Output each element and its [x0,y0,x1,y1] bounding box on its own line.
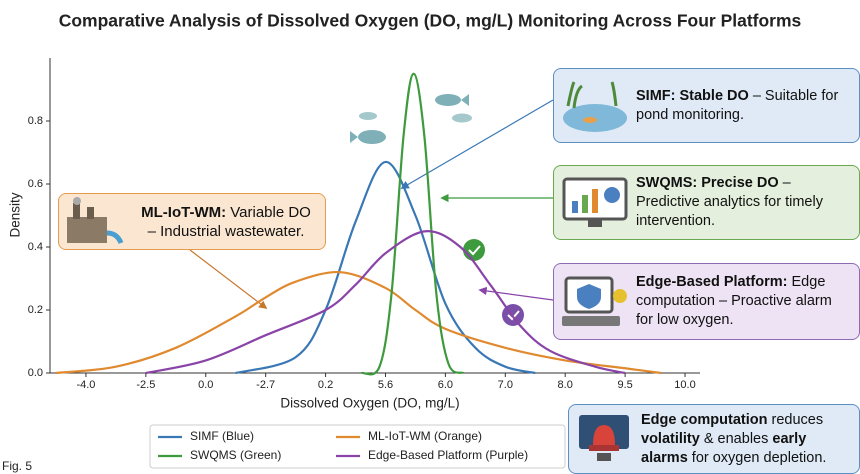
x-tick-label: 7.0 [498,379,513,391]
annotation-run: – Predictive analytics for timely interv… [636,175,823,229]
x-axis-label: Dissolved Oxygen (DO, mg/L) [280,396,459,411]
legend-label: SIMF (Blue) [190,429,254,443]
annotation-run: volatility [641,430,700,447]
alarm-icon [579,415,629,461]
annotation-run: early alarms [641,430,807,466]
annotation-run: for oxygen depletion. [687,449,827,466]
x-tick-label: 0.2 [318,379,333,391]
annotation-run: SIMF: Stable DO [636,87,749,104]
check-badge [507,310,520,321]
annotation-box: SWQMS: Precise DO – Predictive analytics… [553,165,860,240]
x-tick-label: -2.5 [136,379,155,391]
density-line [235,160,536,375]
x-tick-label: 5.6 [378,379,393,391]
annotation-run: reduces [767,411,824,428]
check-badge [463,239,485,261]
annotation-run: & enables [699,430,773,447]
computer-icon [562,276,627,326]
y-tick-label: 0.8 [28,115,43,127]
y-axis-label: Density [8,192,23,237]
arrow [478,286,554,301]
density-line [361,72,464,376]
annotation-text: ML-IoT-WM: Variable DO – Industrial wast… [135,203,317,241]
x-tick-label: 9.5 [617,379,632,391]
annotation-text: SIMF: Stable DO – Suitable for pond moni… [636,87,851,125]
annotation-run: ML-IoT-WM: [141,203,227,221]
x-tick-label: 0.0 [198,379,213,391]
annotation-run: Variable DO – Industrial wastewater. [147,203,311,240]
fish-icons [350,94,472,144]
y-tick-label: 0.4 [28,241,43,253]
annotation-text: Edge computation reduces volatility & en… [641,411,851,468]
density-line [55,271,662,375]
density-line [145,230,626,375]
annotation-run: – Suitable for pond monitoring. [636,87,839,123]
y-tick-label: 0.6 [28,178,43,190]
legend-label: Edge-Based Platform (Purple) [368,448,528,462]
x-tick-label: -2.7 [256,379,275,391]
annotation-box: Edge-Based Platform: Edge computation – … [553,263,860,340]
y-tick-label: 0.0 [28,367,43,379]
annotation-run: SWQMS: Precise DO [636,175,779,191]
annotation-run: Edge computation [641,411,768,428]
legend [149,424,566,469]
annotation-box: SIMF: Stable DO – Suitable for pond moni… [553,68,860,143]
annotation-run: Edge-Based Platform: [636,274,788,290]
chart-title: Comparative Analysis of Dissolved Oxygen… [59,11,802,31]
x-tick-label: 10.0 [674,379,695,391]
x-tick-label: 6.0 [438,379,453,391]
annotation-box: Edge computation reduces volatility & en… [568,404,860,474]
monitor-icon [562,177,628,227]
annotation-run: Edge computation – Proactive alarm for l… [636,274,832,328]
annotation-box: ML-IoT-WM: Variable DO – Industrial wast… [58,193,326,250]
annotation-text: Edge-Based Platform: Edge computation – … [636,273,851,330]
legend-label: ML-IoT-WM (Orange) [368,429,482,443]
annotation-text: SWQMS: Precise DO – Predictive analytics… [636,174,851,231]
x-tick-label: 8.0 [558,379,573,391]
pond-icon [563,81,627,132]
x-tick-label: -4.0 [76,379,95,391]
legend-label: SWQMS (Green) [190,448,281,462]
check-badge [468,245,481,256]
caption: Fig. 5 [2,459,32,473]
y-tick-label: 0.2 [28,304,43,316]
arrow [189,249,268,310]
factory-icon [67,197,124,245]
